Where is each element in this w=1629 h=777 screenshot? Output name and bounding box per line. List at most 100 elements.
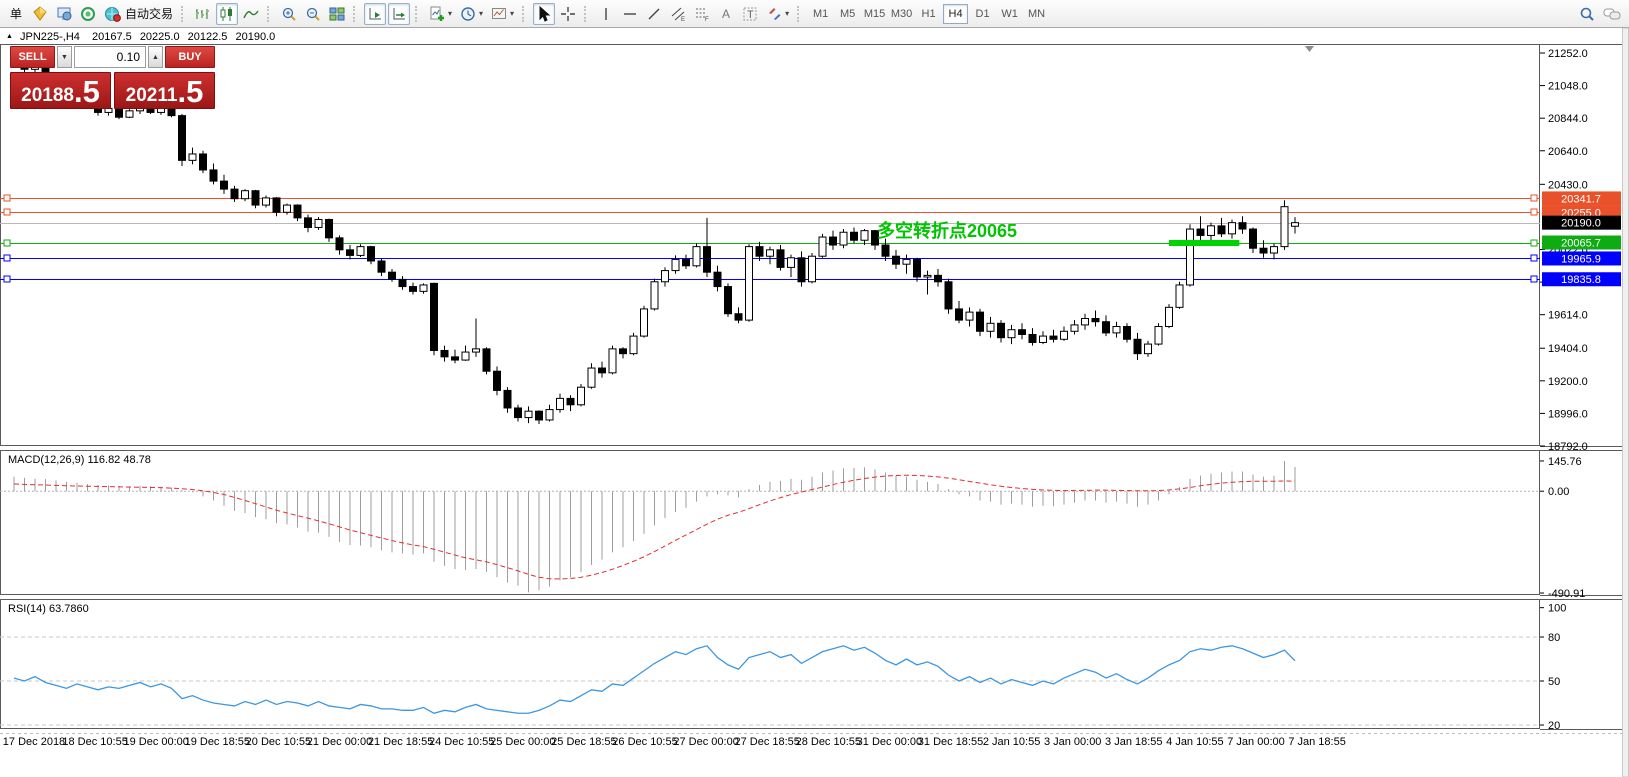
level-handle[interactable] — [3, 275, 11, 283]
market-watch-icon — [32, 5, 48, 22]
buy-price-button[interactable]: 20211 .5 — [114, 72, 215, 109]
new-order-button[interactable]: 单 — [5, 3, 27, 25]
buy-button[interactable]: BUY — [165, 46, 215, 68]
timeframe-button-h1[interactable]: H1 — [921, 7, 936, 20]
timeframe-button-w1[interactable]: W1 — [1001, 7, 1018, 20]
periods-button[interactable]: ▾ — [457, 3, 486, 25]
time-label: 3 Jan 00:00 — [1044, 736, 1102, 748]
time-label: 19 Dec 18:55 — [185, 736, 250, 748]
text-button[interactable]: A — [715, 3, 737, 25]
timeframe-switcher: M1 M5 M15 M30 H1 H4 D1 W1 MN — [807, 1, 1050, 27]
navigator-button[interactable] — [53, 3, 75, 25]
zoom-out-icon — [305, 6, 321, 22]
horizontal-line-button[interactable] — [619, 3, 641, 25]
timeframe-button-m15[interactable]: M15 — [863, 7, 886, 20]
market-watch-button[interactable] — [29, 3, 51, 25]
zoom-in-icon — [281, 6, 297, 22]
volume-increase-button[interactable]: ▲ — [148, 46, 163, 68]
chart-shift-marker[interactable] — [1305, 46, 1314, 52]
time-label: 20 Dec 10:55 — [246, 736, 311, 748]
toolbar-grip — [415, 5, 421, 22]
chat-button[interactable] — [1600, 3, 1624, 25]
rsi-line — [13, 645, 1296, 714]
chart-text-annotation[interactable]: 多空转折点20065 — [877, 221, 1018, 241]
templates-button[interactable]: ▾ — [488, 3, 517, 25]
time-label: 17 Dec 2018 — [3, 736, 65, 748]
sell-button[interactable]: SELL — [10, 46, 55, 68]
level-handle[interactable] — [1530, 254, 1538, 262]
level-handle[interactable] — [3, 208, 11, 216]
crosshair-button[interactable] — [557, 3, 579, 25]
candlestick-chart-button[interactable] — [216, 2, 239, 25]
svg-text:20640.0: 20640.0 — [1548, 146, 1588, 158]
sell-price-fraction: .5 — [73, 74, 100, 109]
ohlc-open: 20167.5 — [91, 31, 132, 43]
svg-text:21252.0: 21252.0 — [1548, 48, 1588, 60]
zoom-out-button[interactable] — [302, 3, 324, 25]
autotrading-button[interactable]: 自动交易 — [101, 3, 176, 25]
vertical-line-button[interactable] — [595, 3, 617, 25]
expand-triangle-icon[interactable]: ▲ — [6, 33, 13, 40]
level-handle[interactable] — [1530, 239, 1538, 247]
svg-text:20341.7: 20341.7 — [1561, 193, 1601, 205]
toolbar-grip — [267, 5, 273, 22]
cursor-button[interactable] — [533, 2, 556, 25]
volume-decrease-button[interactable]: ▼ — [57, 46, 72, 68]
time-label: 26 Dec 10:55 — [612, 736, 677, 748]
terminal-button[interactable] — [77, 3, 99, 25]
svg-text:T: T — [747, 9, 754, 21]
level-handle[interactable] — [3, 254, 11, 262]
search-button[interactable] — [1576, 3, 1598, 25]
indicators-caret-icon: ▾ — [448, 8, 453, 18]
time-label: 27 Dec 00:00 — [673, 736, 738, 748]
equidistant-channel-button[interactable]: E — [667, 3, 689, 25]
time-label: 24 Dec 10:55 — [429, 736, 494, 748]
chart-shift-button[interactable] — [388, 2, 411, 25]
autotrading-label: 自动交易 — [125, 7, 174, 21]
tile-windows-button[interactable] — [326, 3, 348, 25]
fibonacci-button[interactable]: F — [691, 3, 713, 25]
time-label: 18 Dec 10:55 — [62, 736, 127, 748]
toolbar-grip — [353, 5, 359, 22]
timeframe-button-m5[interactable]: M5 — [839, 7, 856, 20]
equidistant-channel-icon: E — [670, 6, 686, 22]
volume-input[interactable]: 0.10 — [74, 46, 146, 68]
navigator-icon — [56, 6, 72, 22]
sell-price-button[interactable]: 20188 .5 — [10, 72, 111, 109]
price-badge-20341.7 — [1542, 191, 1621, 206]
toolbar-grip — [522, 5, 528, 22]
svg-text:21048.0: 21048.0 — [1548, 81, 1588, 93]
level-handle[interactable] — [1530, 208, 1538, 216]
line-chart-button[interactable] — [240, 3, 262, 25]
level-handle[interactable] — [1530, 275, 1538, 283]
horizontal-line-icon — [622, 6, 638, 22]
macd-pane: 145.76 0.00 -490.91 — [0, 456, 1585, 600]
timeframe-button-d1[interactable]: D1 — [975, 7, 990, 20]
zoom-in-button[interactable] — [278, 3, 300, 25]
auto-scroll-button[interactable] — [364, 2, 387, 25]
svg-text:19835.8: 19835.8 — [1561, 274, 1601, 286]
chart-shift-icon — [391, 6, 407, 22]
fibonacci-icon: F — [694, 6, 710, 22]
level-handle[interactable] — [3, 239, 11, 247]
trendline-button[interactable] — [643, 3, 665, 25]
time-label: 21 Dec 18:55 — [368, 736, 433, 748]
text-label-button[interactable]: T — [739, 3, 761, 25]
timeframe-button-m1[interactable]: M1 — [812, 7, 829, 20]
indicators-button[interactable]: ▾ — [426, 3, 455, 25]
timeframe-button-mn[interactable]: MN — [1028, 7, 1046, 20]
level-handle[interactable] — [1530, 194, 1538, 202]
timeframe-button-h4[interactable]: H4 — [943, 3, 969, 24]
sell-price-main: 20188 — [21, 85, 74, 106]
level-handle[interactable] — [3, 194, 11, 202]
timeframe-button-m30[interactable]: M30 — [890, 7, 913, 20]
price-badge-19835.8 — [1542, 272, 1621, 287]
bar-chart-button[interactable] — [192, 3, 214, 25]
svg-text:20065.7: 20065.7 — [1561, 238, 1601, 250]
macd-signal-line — [13, 474, 1296, 580]
svg-text:100: 100 — [1548, 603, 1566, 615]
toolbar-grip — [181, 5, 187, 22]
svg-text:19404.0: 19404.0 — [1548, 343, 1588, 355]
arrows-button[interactable]: ▾ — [763, 3, 792, 25]
